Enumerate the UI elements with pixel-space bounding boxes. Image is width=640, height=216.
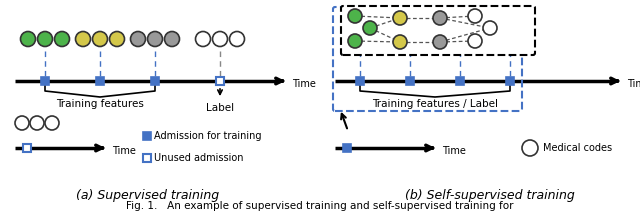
Bar: [216, 77, 224, 85]
Text: Unused admission: Unused admission: [154, 153, 243, 163]
Circle shape: [93, 32, 108, 46]
Circle shape: [433, 35, 447, 49]
Circle shape: [109, 32, 125, 46]
Circle shape: [348, 34, 362, 48]
Circle shape: [195, 32, 211, 46]
Bar: [23, 144, 31, 152]
Circle shape: [348, 9, 362, 23]
Circle shape: [468, 34, 482, 48]
Bar: [151, 77, 159, 85]
Bar: [456, 77, 464, 85]
Text: Time: Time: [442, 146, 466, 156]
Bar: [143, 132, 151, 140]
Circle shape: [76, 32, 90, 46]
Bar: [406, 77, 414, 85]
Bar: [143, 154, 151, 162]
Text: Fig. 1.   An example of supervised training and self-supervised training for: Fig. 1. An example of supervised trainin…: [126, 201, 514, 211]
Circle shape: [20, 32, 35, 46]
Circle shape: [468, 9, 482, 23]
Bar: [96, 77, 104, 85]
Bar: [41, 77, 49, 85]
Circle shape: [15, 116, 29, 130]
FancyBboxPatch shape: [341, 6, 535, 55]
Bar: [356, 77, 364, 85]
Text: (b) Self-supervised training: (b) Self-supervised training: [405, 189, 575, 202]
Text: Time: Time: [292, 79, 316, 89]
Text: Time: Time: [627, 79, 640, 89]
Text: Training features: Training features: [56, 99, 144, 109]
Circle shape: [483, 21, 497, 35]
Circle shape: [522, 140, 538, 156]
Text: Label: Label: [206, 103, 234, 113]
Circle shape: [212, 32, 227, 46]
Circle shape: [131, 32, 145, 46]
Circle shape: [393, 11, 407, 25]
Circle shape: [38, 32, 52, 46]
Text: Time: Time: [112, 146, 136, 156]
Circle shape: [363, 21, 377, 35]
Circle shape: [54, 32, 70, 46]
Bar: [506, 77, 514, 85]
Bar: [343, 144, 351, 152]
Circle shape: [230, 32, 244, 46]
Text: Admission for training: Admission for training: [154, 131, 262, 141]
Circle shape: [45, 116, 59, 130]
Circle shape: [164, 32, 179, 46]
Text: Training features / Label: Training features / Label: [372, 99, 498, 109]
Circle shape: [147, 32, 163, 46]
Circle shape: [30, 116, 44, 130]
Circle shape: [433, 11, 447, 25]
Circle shape: [393, 35, 407, 49]
Text: (a) Supervised training: (a) Supervised training: [76, 189, 220, 202]
Text: Medical codes: Medical codes: [543, 143, 612, 153]
